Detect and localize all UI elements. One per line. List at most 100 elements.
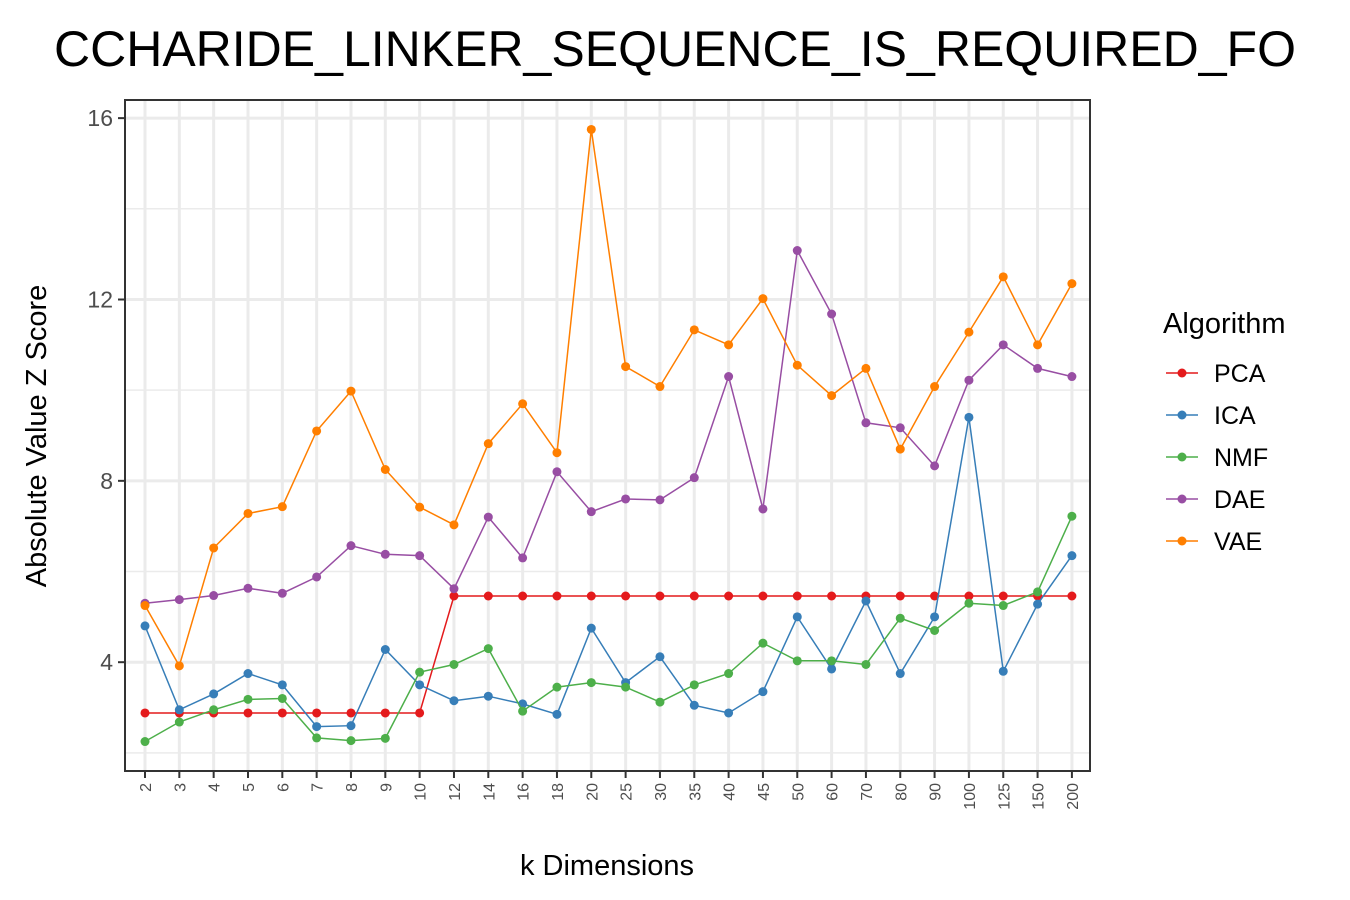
data-point-dae — [930, 461, 940, 471]
data-point-dae — [243, 583, 253, 593]
x-tick-label: 60 — [825, 783, 842, 801]
legend: Algorithm PCA ICA NMF DAE VAE — [1163, 308, 1286, 556]
data-point-pca — [998, 591, 1008, 601]
data-point-dae — [998, 340, 1008, 350]
data-point-nmf — [586, 678, 596, 688]
legend-swatch-point-dae — [1177, 494, 1187, 504]
data-point-nmf — [243, 694, 253, 704]
data-point-vae — [1033, 340, 1043, 350]
data-point-vae — [998, 272, 1008, 282]
x-tick-label: 40 — [722, 783, 739, 801]
data-point-ica — [209, 689, 219, 699]
data-point-ica — [140, 621, 150, 631]
data-point-pca — [895, 591, 905, 601]
data-point-nmf — [552, 682, 562, 692]
data-point-dae — [689, 473, 699, 483]
data-point-vae — [964, 327, 974, 337]
data-point-vae — [483, 439, 493, 449]
x-tick-label: 18 — [550, 783, 567, 801]
data-point-vae — [312, 426, 322, 436]
x-tick-label: 14 — [481, 783, 498, 801]
x-tick-label: 10 — [413, 783, 430, 801]
data-point-dae — [449, 584, 459, 594]
x-tick-label: 150 — [1031, 783, 1048, 810]
data-point-nmf — [724, 669, 734, 679]
data-point-vae — [518, 399, 528, 409]
data-point-dae — [861, 418, 871, 428]
data-point-vae — [552, 448, 562, 458]
data-point-vae — [380, 465, 390, 475]
data-point-nmf — [758, 638, 768, 648]
x-tick-label: 20 — [584, 783, 601, 801]
x-tick-label: 70 — [859, 783, 876, 801]
legend-swatch-point-nmf — [1177, 452, 1187, 462]
series-line-ica — [144, 417, 1073, 728]
data-point-vae — [586, 124, 596, 134]
x-tick-label: 12 — [447, 783, 464, 801]
data-point-pca — [518, 591, 528, 601]
data-point-dae — [1067, 372, 1077, 382]
data-point-dae — [724, 372, 734, 382]
data-point-nmf — [140, 737, 150, 747]
data-point-vae — [243, 508, 253, 518]
series-line-vae — [144, 129, 1073, 668]
data-point-dae — [552, 467, 562, 477]
data-point-dae — [964, 375, 974, 385]
x-tick-label: 6 — [275, 783, 292, 792]
data-point-pca — [380, 708, 390, 718]
data-point-dae — [655, 495, 665, 505]
data-point-vae — [655, 382, 665, 392]
x-tick-label: 25 — [619, 783, 636, 801]
data-point-ica — [998, 666, 1008, 676]
data-point-vae — [174, 661, 184, 671]
y-tick-label: 12 — [87, 286, 113, 312]
data-point-pca — [552, 591, 562, 601]
data-point-pca — [621, 591, 631, 601]
data-point-vae — [621, 362, 631, 372]
data-point-nmf — [1033, 587, 1043, 597]
data-point-dae — [209, 591, 219, 601]
data-point-nmf — [964, 598, 974, 608]
data-point-ica — [277, 680, 287, 690]
x-axis-title: k Dimensions — [520, 850, 694, 882]
y-tick-label: 16 — [87, 105, 113, 131]
data-point-ica — [758, 687, 768, 697]
data-point-nmf — [312, 733, 322, 743]
data-point-vae — [758, 294, 768, 304]
data-point-pca — [758, 591, 768, 601]
data-point-nmf — [827, 656, 837, 666]
x-tick-label: 30 — [653, 783, 670, 801]
data-point-ica — [861, 596, 871, 606]
data-point-pca — [312, 708, 322, 718]
x-tick-label: 3 — [172, 783, 189, 792]
x-tick-label: 90 — [928, 783, 945, 801]
chart-title: CCHARIDE_LINKER_SEQUENCE_IS_REQUIRED_FO — [54, 21, 1296, 77]
data-point-dae — [483, 512, 493, 522]
data-point-pca — [792, 591, 802, 601]
data-point-vae — [209, 543, 219, 553]
series-line-pca — [145, 595, 1072, 714]
plot-panel-border — [124, 99, 1091, 772]
y-tick-label: 8 — [100, 468, 113, 494]
data-point-ica — [724, 708, 734, 718]
x-tick-label: 35 — [687, 783, 704, 801]
data-point-dae — [621, 494, 631, 504]
data-point-dae — [277, 588, 287, 598]
data-point-nmf — [998, 601, 1008, 611]
data-point-ica — [312, 722, 322, 732]
data-point-pca — [1067, 591, 1077, 601]
data-point-ica — [415, 680, 425, 690]
data-point-pca — [586, 591, 596, 601]
x-tick-label: 4 — [207, 783, 224, 792]
data-point-vae — [415, 502, 425, 512]
data-point-dae — [518, 553, 528, 563]
data-point-vae — [277, 502, 287, 512]
data-point-vae — [724, 340, 734, 350]
data-point-dae — [415, 551, 425, 561]
legend-label-ica: ICA — [1214, 402, 1256, 430]
x-tick-label: 80 — [893, 783, 910, 801]
data-point-pca — [449, 591, 459, 601]
data-point-vae — [827, 391, 837, 401]
data-point-nmf — [277, 693, 287, 703]
